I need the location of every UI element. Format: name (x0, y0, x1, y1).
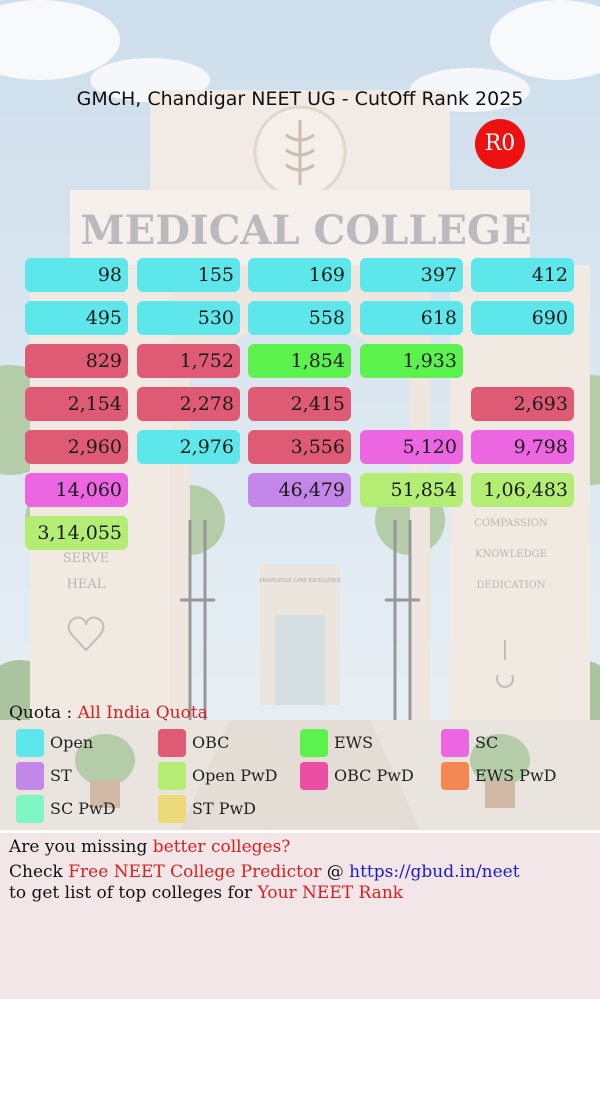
promo-at-text: @ (321, 862, 350, 882)
cutoff-cell-obc: 2,154 (25, 387, 128, 421)
legend-label: ST (50, 766, 72, 785)
predictor-url-link[interactable]: https://gbud.in/neet (349, 862, 520, 882)
promo-line-1: Are you missing better colleges? (9, 837, 290, 857)
cutoff-cell-st: 46,479 (248, 473, 351, 507)
legend-label: OBC (192, 733, 230, 752)
cutoff-cell-open: 2,976 (137, 430, 240, 464)
right-pillar-text-1: COMPASSION (474, 518, 548, 529)
your-neet-rank-highlight: Your NEET Rank (257, 883, 404, 903)
cutoff-cell-open: 558 (248, 301, 351, 335)
cutoff-cell-obc: 2,693 (471, 387, 574, 421)
cutoff-cell-open_pwd: 3,14,055 (25, 516, 128, 550)
legend-swatch (158, 795, 186, 823)
page-title: GMCH, Chandigar NEET UG - CutOff Rank 20… (76, 88, 524, 110)
cutoff-cell-obc: 3,556 (248, 430, 351, 464)
cutoff-cell-sc: 14,060 (25, 473, 128, 507)
cutoff-cell-sc: 5,120 (360, 430, 463, 464)
quota-value: All India Quota (77, 703, 208, 723)
quota-line: Quota : All India Quota (9, 703, 208, 723)
legend-label: EWS PwD (475, 766, 557, 785)
cutoff-cell-sc: 9,798 (471, 430, 574, 464)
cutoff-cell-open: 495 (25, 301, 128, 335)
cutoff-cell-obc: 1,752 (137, 344, 240, 378)
cutoff-cell-ews: 1,854 (248, 344, 351, 378)
better-colleges-highlight: better colleges? (152, 837, 291, 857)
right-pillar-text-3: DEDICATION (476, 580, 545, 591)
cutoff-cell-open: 618 (360, 301, 463, 335)
cutoff-cell-obc: 2,415 (248, 387, 351, 421)
legend-swatch (16, 729, 44, 757)
predictor-link[interactable]: Free NEET College Predictor (68, 862, 322, 882)
cutoff-cell-open: 397 (360, 258, 463, 292)
legend-label: Open (50, 733, 94, 752)
right-pillar-text-2: KNOWLEDGE (475, 549, 547, 560)
promo-line-1-text: Are you missing (9, 837, 153, 857)
quota-label: Quota : (9, 703, 73, 723)
legend-swatch (441, 762, 469, 790)
cutoff-cell-open: 530 (137, 301, 240, 335)
building-sign: KNOWLEDGE CARE EXCELLENCE (259, 578, 340, 584)
legend-swatch (16, 762, 44, 790)
legend-swatch (158, 729, 186, 757)
promo-line-2: Check Free NEET College Predictor @ http… (9, 862, 520, 882)
cutoff-cell-obc: 829 (25, 344, 128, 378)
promo-section: Are you missing better colleges? Check F… (0, 833, 600, 999)
legend-label: OBC PwD (334, 766, 414, 785)
legend-label: SC PwD (50, 799, 116, 818)
legend-swatch (158, 762, 186, 790)
promo-line-3-text: to get list of top colleges for (9, 883, 258, 903)
cutoff-cell-open: 412 (471, 258, 574, 292)
legend-label: ST PwD (192, 799, 257, 818)
legend-swatch (441, 729, 469, 757)
cutoff-cell-obc: 2,278 (137, 387, 240, 421)
left-pillar-text-2: HEAL (67, 577, 106, 592)
promo-line-3: to get list of top colleges for Your NEE… (9, 883, 403, 903)
round-badge: R0 (475, 119, 525, 169)
legend-swatch (300, 729, 328, 757)
cutoff-cell-open: 98 (25, 258, 128, 292)
legend-label: Open PwD (192, 766, 278, 785)
cutoff-cell-open: 155 (137, 258, 240, 292)
legend-label: EWS (334, 733, 374, 752)
left-pillar-text-1: SERVE (63, 551, 110, 566)
legend-label: SC (475, 733, 499, 752)
promo-line-2-text: Check (9, 862, 69, 882)
legend-swatch (300, 762, 328, 790)
cutoff-cell-open_pwd: 51,854 (360, 473, 463, 507)
cutoff-cell-ews: 1,933 (360, 344, 463, 378)
legend-swatch (16, 795, 44, 823)
cutoff-cell-open_pwd: 1,06,483 (471, 473, 574, 507)
cutoff-cell-open: 169 (248, 258, 351, 292)
cutoff-cell-open: 690 (471, 301, 574, 335)
cutoff-cell-obc: 2,960 (25, 430, 128, 464)
sign-text: MEDICAL COLLEGE (80, 207, 531, 254)
